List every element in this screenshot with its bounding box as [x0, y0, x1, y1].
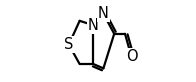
Text: S: S	[64, 37, 74, 52]
Text: N: N	[98, 6, 109, 21]
Text: N: N	[88, 18, 99, 33]
Text: O: O	[126, 49, 137, 64]
